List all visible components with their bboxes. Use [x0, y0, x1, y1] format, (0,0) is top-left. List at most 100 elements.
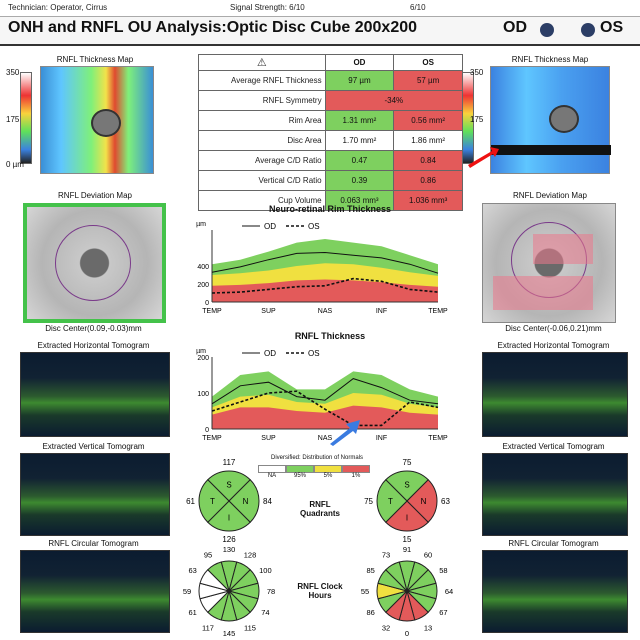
y-tick-label: 0: [205, 427, 209, 434]
table-row: Rim Area 1.31 mm² 0.56 mm²: [198, 110, 463, 131]
table-head-os: OS: [393, 54, 463, 71]
quadrant-slice: [207, 470, 251, 502]
x-tick-label: NAS: [318, 435, 333, 442]
od-thickness-map-label: RNFL Thickness Map: [56, 55, 134, 64]
quadrant-slice: [207, 500, 251, 532]
os-vertical-tomogram: [482, 453, 628, 536]
os-marker-arrow-icon: [468, 147, 499, 168]
os-label: OS: [600, 19, 624, 36]
table-row: RNFL Symmetry -34%: [198, 90, 464, 111]
table-cell-os: 1.036 mm³: [393, 190, 463, 211]
od-scale-min: 0 µm: [6, 160, 24, 169]
clock-slice: [385, 561, 408, 593]
table-cell-os: 0.86: [393, 170, 463, 191]
legend-95: 95%: [293, 473, 306, 479]
table-cell-os: 1.86 mm²: [393, 130, 463, 151]
os-disc-center: Disc Center(-0.06,0.21)mm: [505, 324, 602, 333]
os-scale-mid: 175: [470, 115, 484, 124]
table-cell-os: 0.84: [393, 150, 463, 171]
legend-swatch-5: [314, 465, 342, 473]
table-row-label: Cup Volume: [198, 190, 326, 211]
quad-value-right: 63: [441, 497, 450, 506]
clock-value: 32: [382, 623, 390, 632]
quadrant-letter: I: [228, 514, 230, 523]
table-row-label: Rim Area: [198, 110, 326, 131]
od-rnfl-deviation-map: [23, 203, 166, 323]
clock-value: 100: [259, 566, 272, 575]
table-cell-os: 57 µm: [393, 70, 463, 91]
od-circular-tomogram: [20, 550, 170, 633]
os-circular-tomogram-label: RNFL Circular Tomogram: [508, 539, 599, 548]
od-vertical-tomogram: [20, 453, 170, 536]
clock-value: 58: [439, 566, 447, 575]
clock-value: 13: [424, 623, 432, 632]
clock-value: 0: [405, 629, 409, 638]
quadrant-letter: S: [226, 481, 231, 490]
os-vertical-tomogram-label: Extracted Vertical Tomogram: [502, 442, 605, 451]
rim-thickness-chart: 0 200 400 µm TEMP SUP NAS INF TEMP OD OS: [196, 221, 448, 315]
os-eye-icon: [581, 23, 595, 37]
od-deviation-map-label: RNFL Deviation Map: [58, 191, 132, 200]
os-deviation-map-label: RNFL Deviation Map: [513, 191, 587, 200]
y-axis-unit: µm: [196, 221, 206, 228]
clock-value: 95: [204, 551, 212, 560]
series-line-od: [211, 251, 439, 274]
legend-os: OS: [308, 222, 320, 231]
clock-value: 85: [366, 566, 374, 575]
table-cell-od: 1.70 mm²: [324, 130, 395, 151]
quadrant-slice: [198, 479, 230, 523]
quadrants-label: RNFL Quadrants: [299, 500, 340, 518]
quadrant-slice: [406, 479, 438, 523]
signal-strength-os-text: 6/10: [410, 3, 426, 12]
x-tick-label: INF: [376, 435, 387, 442]
od-horizontal-tomogram: [20, 352, 170, 437]
od-label: OD: [503, 19, 527, 36]
clock-value: 86: [366, 608, 374, 617]
report-header: Technician: Operator, Cirrus Signal Stre…: [0, 0, 640, 16]
normals-legend: Diversified: Distribution of Normals NA …: [258, 455, 376, 491]
quad-value-left: 75: [364, 497, 373, 506]
od-scale-mid: 175: [6, 115, 20, 124]
table-head-od: OD: [324, 54, 395, 71]
y-tick-label: 200: [197, 282, 209, 289]
normal-band-red: [212, 279, 438, 302]
legend-os: OS: [308, 349, 320, 358]
table-row: Disc Area 1.70 mm² 1.86 mm²: [198, 130, 463, 151]
legend-na: NA: [267, 473, 277, 479]
table-row-label: Disc Area: [198, 130, 326, 151]
clock-value: 145: [223, 629, 236, 638]
quad-value-bottom: 15: [403, 535, 412, 544]
os-thickness-scale: [462, 72, 474, 164]
title-bar: [0, 16, 640, 46]
normal-band-red: [212, 405, 438, 429]
table-row: Average RNFL Thickness 97 µm 57 µm: [198, 70, 463, 91]
od-horizontal-tomogram-label: Extracted Horizontal Tomogram: [37, 341, 150, 350]
table-row: Cup Volume 0.063 mm³ 1.036 mm³: [198, 190, 463, 211]
table-row-label: Vertical C/D Ratio: [198, 170, 326, 191]
y-tick-label: 400: [197, 264, 209, 271]
os-horizontal-tomogram-label: Extracted Horizontal Tomogram: [497, 341, 610, 350]
x-tick-label: TEMP: [428, 308, 448, 315]
quadrant-letter: N: [243, 497, 249, 506]
x-tick-label: SUP: [261, 435, 276, 442]
warning-icon: ⚠: [198, 54, 326, 71]
parameter-table: ⚠ OD OS Average RNFL Thickness 97 µm 57 µm…: [198, 54, 464, 211]
od-eye-icon: [540, 23, 554, 37]
clock-value: 91: [403, 545, 411, 554]
table-row: Average C/D Ratio 0.47 0.84: [198, 150, 463, 171]
table-row: Vertical C/D Ratio 0.39 0.86: [198, 170, 463, 191]
y-tick-label: 200: [197, 355, 209, 362]
rnfl-chart-title: RNFL Thickness: [294, 331, 366, 341]
os-rnfl-deviation-map: [482, 203, 616, 323]
clock-value: 78: [267, 587, 275, 596]
clock-value: 59: [183, 587, 191, 596]
os-rnfl-thickness-map: [490, 66, 611, 174]
signal-strength-text: Signal Strength: 6/10: [230, 3, 305, 12]
legend-swatch-95: [286, 465, 314, 473]
x-tick-label: TEMP: [202, 308, 222, 315]
od-thickness-scale: [20, 72, 32, 164]
clock-value: 117: [202, 623, 214, 632]
table-cell-os: 0.56 mm²: [393, 110, 463, 131]
